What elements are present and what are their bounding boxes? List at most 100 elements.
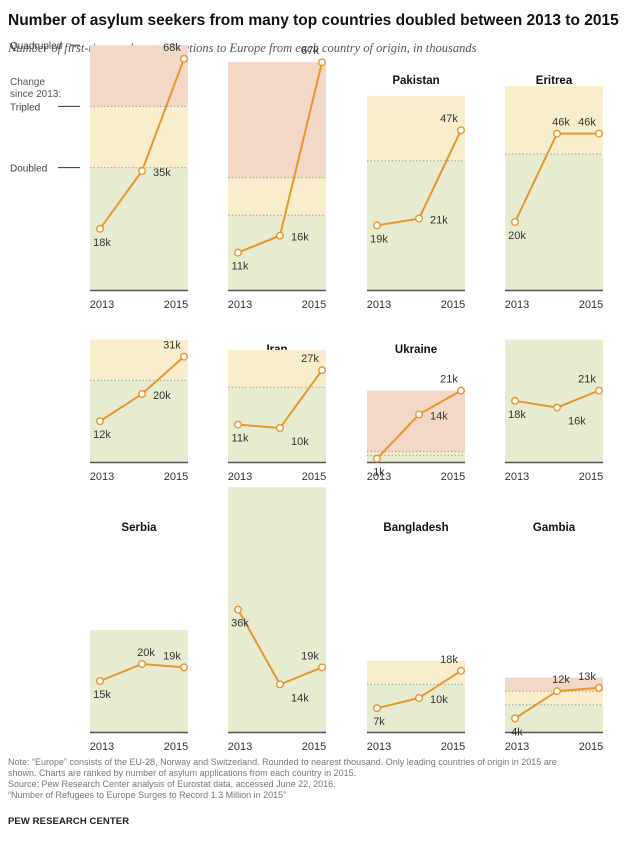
x-tick-label: 2015 (164, 741, 188, 753)
data-label: 18k (93, 237, 111, 249)
panel-kosovo: Kosovo18k35k68k20132015 (90, 42, 188, 311)
x-tick-label: 2015 (164, 299, 188, 311)
data-point (233, 420, 242, 429)
data-label: 14k (291, 692, 309, 704)
data-point (553, 403, 562, 412)
data-point (415, 694, 424, 703)
band-quadrupled (90, 45, 188, 107)
data-point (276, 424, 285, 433)
data-label: 35k (153, 167, 171, 179)
band-doubled (90, 630, 188, 732)
data-label: 21k (440, 374, 458, 386)
data-point (179, 663, 188, 672)
data-label: 14k (430, 410, 448, 422)
panel-gambia: Gambia 4k 12k 13k 2013 2015 (505, 522, 603, 753)
x-tick-label: 2015 (302, 299, 326, 311)
data-point (318, 58, 327, 67)
data-label: 19k (163, 650, 181, 662)
x-tick-label: 2013 (367, 299, 391, 311)
panel-serbia: Serbia 15k 20k 19k 2013 2015 (90, 522, 188, 753)
legend-level-label: Tripled (10, 102, 40, 113)
data-label: 20k (153, 390, 171, 402)
data-point (373, 221, 382, 230)
data-point (595, 129, 604, 138)
data-point (553, 687, 562, 696)
x-tick-label: 2013 (90, 299, 114, 311)
band-tripled (505, 691, 603, 705)
x-tick-label: 2015 (579, 299, 603, 311)
band-tripled (367, 451, 465, 456)
x-tick-label: 2013 (228, 299, 252, 311)
panel-bangladesh: Bangladesh 7k 10k 18k 2013 2015 (367, 522, 465, 753)
source-title-line: “Number of Refugees to Europe Surges to … (8, 790, 287, 800)
data-label: 7k (373, 716, 385, 728)
band-tripled (367, 96, 465, 161)
data-point (595, 683, 604, 692)
x-tick-label: 2015 (441, 471, 465, 483)
panel-somalia: Somalia18k16k21k20132015 (505, 339, 603, 483)
band-tripled (228, 349, 326, 388)
data-label: 21k (430, 215, 448, 227)
data-label: 12k (552, 674, 570, 686)
data-label: 47k (440, 113, 458, 125)
panel-title: Ukraine (395, 344, 437, 356)
data-point (233, 605, 242, 614)
chart-title: Number of asylum seekers from many top c… (8, 12, 619, 29)
data-point (511, 714, 520, 723)
x-tick-label: 2013 (505, 299, 529, 311)
data-point (233, 248, 242, 257)
panel-eritrea: Eritrea 20k 46k 46k 2013 2015 (505, 75, 603, 311)
panel-title: Gambia (533, 522, 576, 534)
band-tripled (228, 177, 326, 216)
data-point (373, 704, 382, 713)
data-label: 13k (578, 671, 596, 683)
data-point (553, 129, 562, 138)
org-name: PEW RESEARCH CENTER (8, 816, 130, 827)
panel-russia: Russia36k14k19k20132015 (228, 487, 326, 753)
data-point (457, 386, 466, 395)
data-label: 18k (440, 654, 458, 666)
band-doubled (367, 455, 465, 462)
x-tick-label: 2013 (228, 741, 252, 753)
data-point (318, 663, 327, 672)
x-tick-label: 2013 (367, 741, 391, 753)
panel-title: Eritrea (536, 75, 573, 87)
data-label: 27k (301, 353, 319, 365)
panel-title: Serbia (121, 522, 157, 534)
data-label: 19k (301, 650, 319, 662)
data-point (137, 390, 146, 399)
band-tripled (367, 660, 465, 685)
data-label: 15k (93, 689, 111, 701)
panel-ukraine: Ukraine 1k 14k 21k 2013 2015 (367, 344, 465, 483)
panel-pakistan: Pakistan 19k 21k 47k 2013 2015 (367, 75, 465, 311)
data-label: 20k (137, 647, 155, 659)
x-tick-label: 2015 (579, 471, 603, 483)
x-tick-label: 2013 (228, 471, 252, 483)
band-doubled (228, 215, 326, 290)
footnotes: Note: “Europe” consists of the EU-28, No… (8, 757, 636, 801)
data-label: 11k (232, 261, 249, 273)
legend-heading: since 2013: (10, 89, 61, 100)
data-point (415, 214, 424, 223)
data-point (457, 126, 466, 135)
band-doubled (367, 160, 465, 290)
data-point (95, 224, 104, 233)
legend-heading: Change (10, 77, 45, 88)
data-label: 19k (370, 233, 388, 245)
x-tick-label: 2013 (505, 471, 529, 483)
band-quadrupled (367, 390, 465, 452)
data-label: 16k (568, 416, 586, 428)
panel-albania: Albania11k16k67k20132015 (228, 45, 326, 311)
note-line: shown. Charts are ranked by number of as… (8, 768, 357, 778)
band-doubled (228, 487, 326, 732)
band-quadrupled (228, 62, 326, 178)
band-tripled (90, 339, 188, 381)
band-tripled (505, 86, 603, 154)
note-line: Note: “Europe” consists of the EU-28, No… (8, 757, 557, 767)
legend-level-label: Doubled (10, 164, 47, 175)
x-tick-label: 2013 (505, 741, 529, 753)
data-point (95, 677, 104, 686)
data-point (276, 231, 285, 240)
x-tick-label: 2015 (441, 299, 465, 311)
